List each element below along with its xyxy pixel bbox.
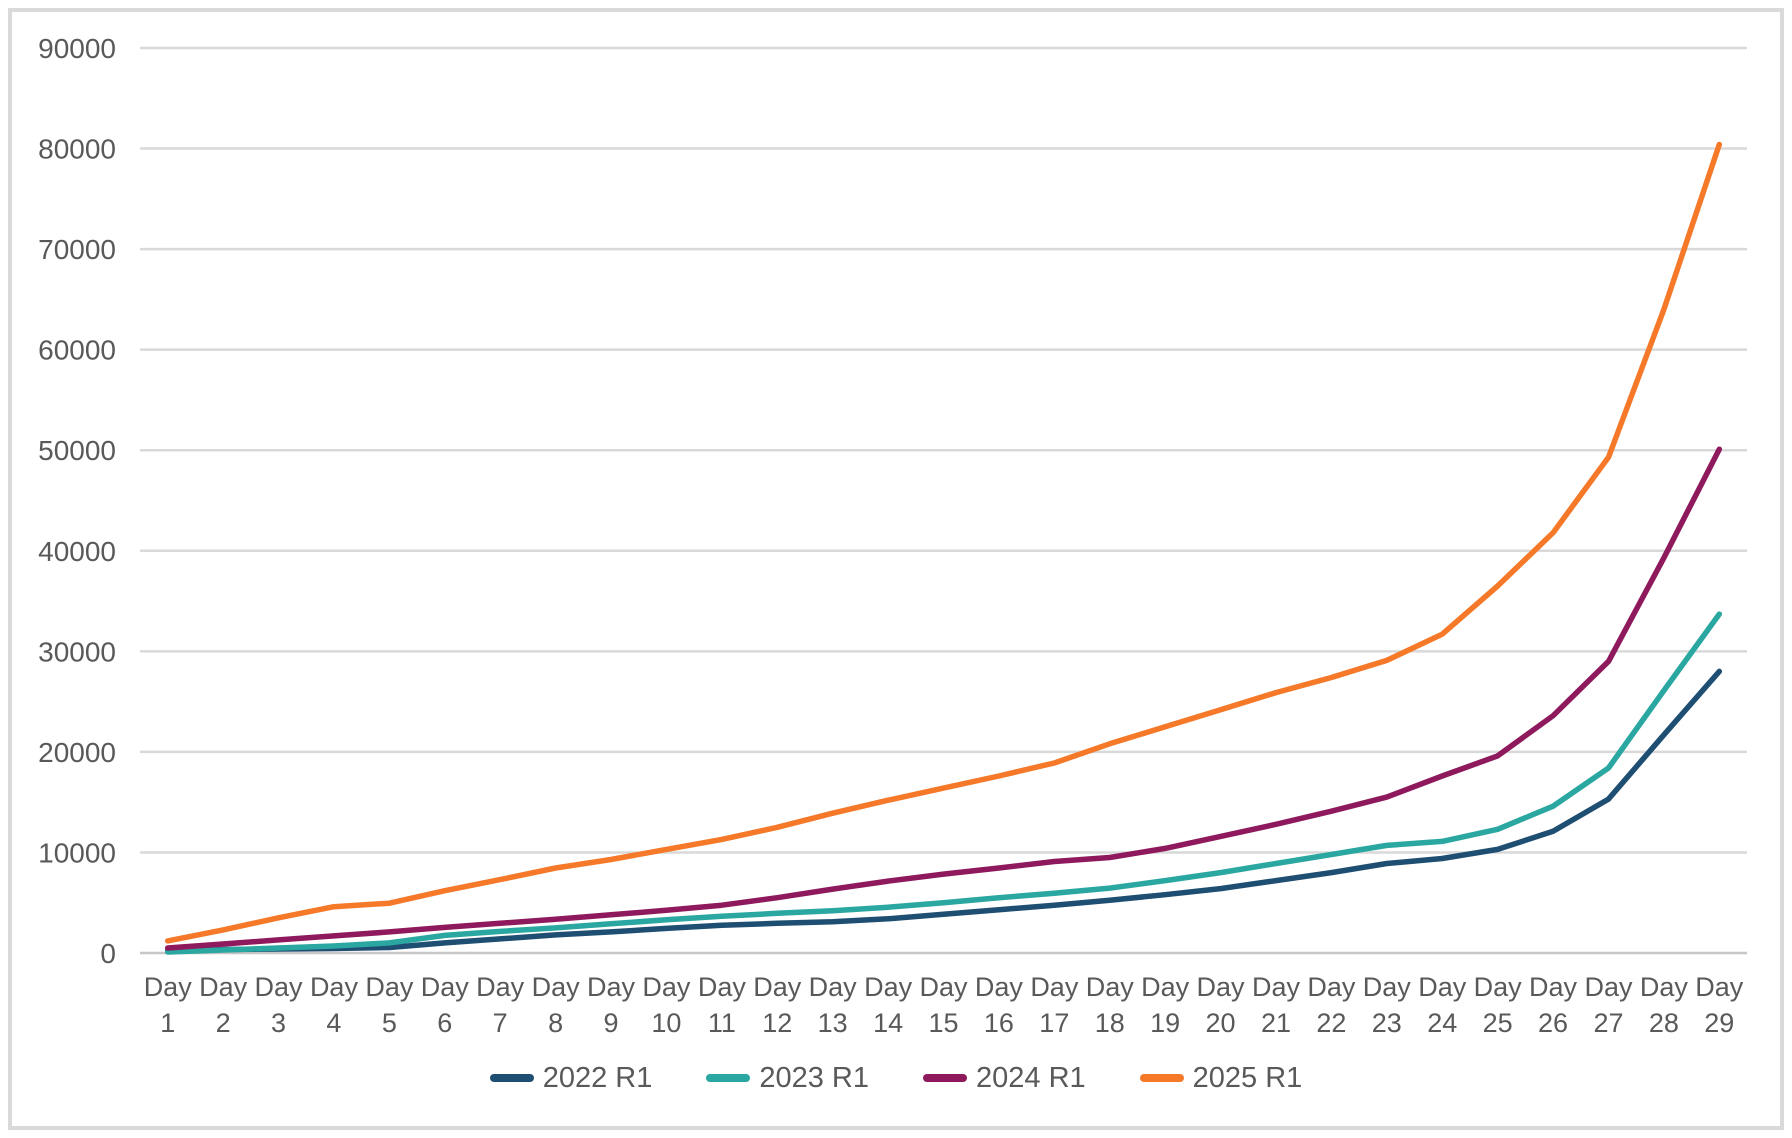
x-tick-label-word: Day	[809, 972, 858, 1002]
x-tick-label-number: 18	[1095, 1008, 1125, 1038]
x-tick-label-word: Day	[255, 972, 304, 1002]
legend-label-2022-r1: 2022 R1	[542, 1061, 653, 1094]
x-tick-label-word: Day	[476, 972, 525, 1002]
legend-label-2024-r1: 2024 R1	[976, 1061, 1086, 1094]
series-line-2024-r1	[164, 446, 1723, 951]
x-tick-label-word: Day	[199, 972, 248, 1002]
x-tick-label-word: Day	[1307, 972, 1356, 1002]
x-tick-label-word: Day	[1197, 972, 1246, 1002]
chart-border-frame	[8, 8, 1784, 1130]
x-tick-label-number: 14	[873, 1008, 903, 1038]
x-tick-label-word: Day	[310, 972, 359, 1002]
x-tick-label-word: Day	[1030, 972, 1079, 1002]
x-tick-label-number: 17	[1039, 1008, 1069, 1038]
legend-label-2025-r1: 2025 R1	[1192, 1061, 1303, 1094]
legend-label-2023-r1: 2023 R1	[759, 1061, 869, 1094]
x-tick-label-number: 24	[1427, 1008, 1457, 1038]
x-tick-label-number: 3	[271, 1008, 286, 1038]
series-line-2025-r1	[164, 141, 1723, 944]
x-tick-label-number: 23	[1372, 1008, 1402, 1038]
x-tick-label-number: 28	[1649, 1008, 1679, 1038]
x-tick-label-word: Day	[1418, 972, 1467, 1002]
x-tick-label-number: 16	[984, 1008, 1014, 1038]
x-axis-tick-labels: Day 1 Day 2 Day 3 Day 4 Day 5 Day 6 Day 7 Day 8 Day 9 Day 1…	[144, 972, 1744, 1038]
x-tick-label-number: 26	[1538, 1008, 1568, 1038]
x-tick-label-word: Day	[1529, 972, 1578, 1002]
legend-swatch-2023-r1	[706, 1074, 751, 1082]
x-tick-label-number: 10	[651, 1008, 681, 1038]
x-tick-label-word: Day	[421, 972, 470, 1002]
x-tick-label-word: Day	[1695, 972, 1744, 1002]
legend-item-2022-r1: 2022 R1	[489, 1061, 653, 1094]
series-line-2023-r1	[164, 611, 1723, 955]
x-tick-label-word: Day	[1252, 972, 1301, 1002]
x-tick-label-number: 5	[382, 1008, 397, 1038]
x-tick-label-word: Day	[1363, 972, 1412, 1002]
y-tick-label: 40000	[38, 536, 116, 567]
legend-swatch-2025-r1	[1139, 1074, 1184, 1082]
x-tick-label-number: 8	[548, 1008, 563, 1038]
y-tick-label: 10000	[38, 837, 116, 868]
x-tick-label-number: 12	[762, 1008, 792, 1038]
x-tick-label-word: Day	[753, 972, 802, 1002]
x-tick-label-number: 22	[1316, 1008, 1346, 1038]
legend: 2022 R1 2023 R1 2024 R1 2025 R1	[0, 1052, 1792, 1104]
x-tick-label-word: Day	[864, 972, 913, 1002]
x-tick-label-word: Day	[919, 972, 968, 1002]
x-tick-label-number: 11	[708, 1008, 736, 1038]
x-tick-label-word: Day	[698, 972, 747, 1002]
legend-item-2025-r1: 2025 R1	[1139, 1061, 1303, 1094]
x-tick-label-word: Day	[1584, 972, 1633, 1002]
x-tick-label-number: 19	[1150, 1008, 1180, 1038]
x-tick-label-number: 13	[818, 1008, 848, 1038]
legend-swatch-2024-r1	[923, 1074, 967, 1082]
x-tick-label-word: Day	[144, 972, 193, 1002]
x-tick-label-number: 6	[437, 1008, 452, 1038]
series-lines	[164, 141, 1723, 955]
x-tick-label-word: Day	[1474, 972, 1523, 1002]
series-line-2022-r1	[164, 668, 1723, 954]
x-tick-label-word: Day	[642, 972, 691, 1002]
x-tick-label-word: Day	[532, 972, 581, 1002]
x-tick-label-number: 27	[1593, 1008, 1623, 1038]
x-tick-label-number: 20	[1206, 1008, 1236, 1038]
y-tick-label: 80000	[38, 134, 116, 165]
y-axis-tick-labels: 0 10000 20000 30000 40000 50000 60000 70000 8000…	[38, 33, 116, 969]
legend-item-2023-r1: 2023 R1	[706, 1061, 869, 1094]
legend-swatch-2022-r1	[489, 1074, 534, 1082]
x-tick-label-word: Day	[1141, 972, 1190, 1002]
x-tick-label-word: Day	[1086, 972, 1135, 1002]
y-tick-label: 0	[100, 938, 116, 969]
y-tick-label: 50000	[38, 435, 116, 466]
gridlines	[140, 46, 1747, 955]
y-tick-label: 20000	[38, 737, 116, 768]
x-tick-label-word: Day	[1640, 972, 1689, 1002]
x-tick-label-number: 25	[1483, 1008, 1513, 1038]
x-tick-label-number: 1	[160, 1008, 175, 1038]
y-tick-label: 30000	[38, 636, 116, 667]
x-tick-label-word: Day	[365, 972, 414, 1002]
y-tick-label: 70000	[38, 234, 116, 265]
x-tick-label-number: 29	[1704, 1008, 1734, 1038]
x-tick-label-number: 4	[326, 1008, 341, 1038]
x-tick-label-number: 2	[216, 1008, 231, 1038]
x-tick-label-word: Day	[975, 972, 1024, 1002]
y-tick-label: 90000	[38, 33, 116, 64]
x-tick-label-number: 7	[493, 1008, 508, 1038]
x-tick-label-number: 15	[928, 1008, 958, 1038]
x-tick-label-number: 9	[604, 1008, 619, 1038]
x-tick-label-number: 21	[1261, 1008, 1291, 1038]
legend-item-2024-r1: 2024 R1	[923, 1061, 1086, 1094]
y-tick-label: 60000	[38, 335, 116, 366]
x-tick-label-word: Day	[587, 972, 636, 1002]
